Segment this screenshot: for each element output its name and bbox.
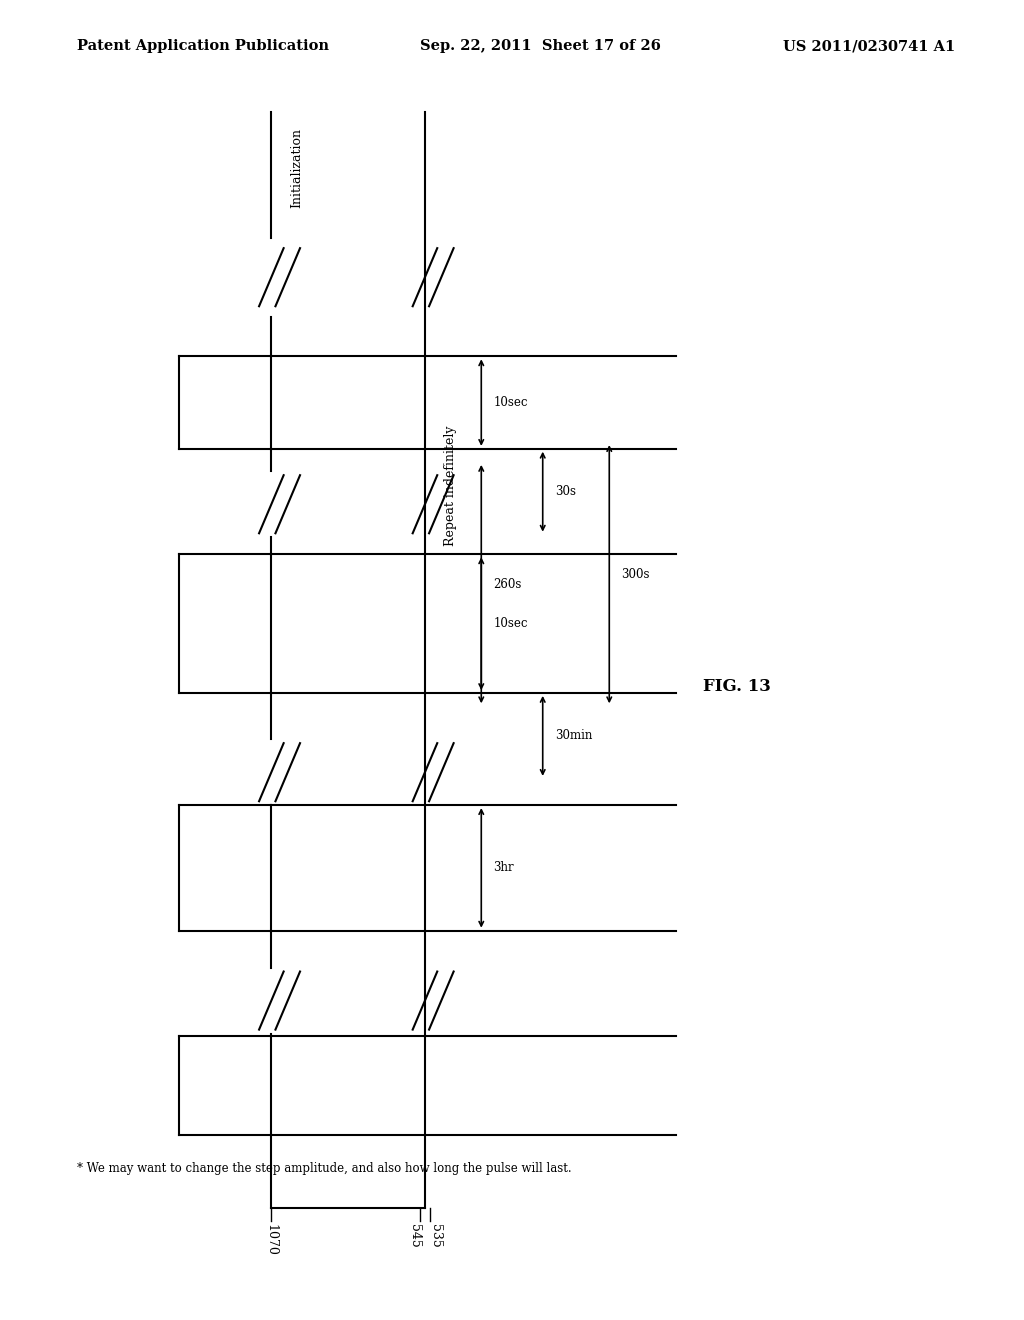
Text: 260s: 260s — [494, 578, 522, 590]
Text: 1070: 1070 — [265, 1224, 278, 1255]
Text: Initialization: Initialization — [291, 128, 303, 207]
Text: Patent Application Publication: Patent Application Publication — [77, 40, 329, 53]
Text: 300s: 300s — [622, 568, 650, 581]
Text: 30min: 30min — [555, 730, 592, 742]
Text: 3hr: 3hr — [494, 862, 514, 874]
Text: 10sec: 10sec — [494, 618, 528, 630]
Text: 30s: 30s — [555, 486, 577, 498]
Text: * We may want to change the step amplitude, and also how long the pulse will las: * We may want to change the step amplitu… — [77, 1162, 571, 1175]
Text: 545: 545 — [409, 1224, 421, 1247]
Text: 535: 535 — [429, 1224, 441, 1247]
Text: FIG. 13: FIG. 13 — [703, 678, 771, 694]
Text: US 2011/0230741 A1: US 2011/0230741 A1 — [783, 40, 955, 53]
Text: Sep. 22, 2011  Sheet 17 of 26: Sep. 22, 2011 Sheet 17 of 26 — [420, 40, 660, 53]
Text: Repeat indefinitely: Repeat indefinitely — [444, 426, 457, 546]
Text: 10sec: 10sec — [494, 396, 528, 409]
